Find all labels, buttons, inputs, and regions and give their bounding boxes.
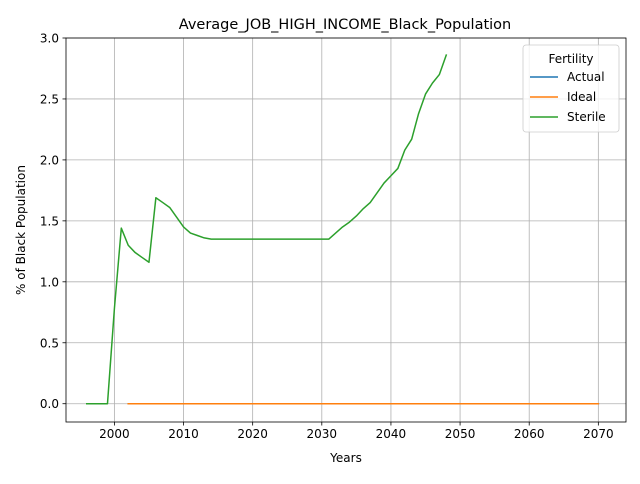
axis-ticks: 2000 2010 2020 2030 2040 2050 2060 2070 0.0 0.5 1.… <box>40 32 614 442</box>
x-tick-label: 2060 <box>514 427 545 441</box>
y-tick-label: 2.0 <box>40 153 59 167</box>
legend-title: Fertility <box>548 52 593 66</box>
x-tick-label: 2030 <box>307 427 338 441</box>
legend: Fertility Actual Ideal Sterile <box>522 44 620 133</box>
plot-frame <box>65 37 627 423</box>
legend-label-actual: Actual <box>567 70 605 84</box>
x-tick-label: 2000 <box>99 427 130 441</box>
y-tick-label: 3.0 <box>40 32 59 46</box>
x-tick-label: 2070 <box>583 427 614 441</box>
legend-label-sterile: Sterile <box>567 110 606 124</box>
x-tick-label: 2040 <box>376 427 407 441</box>
plot-series <box>85 54 600 405</box>
x-tick-label: 2020 <box>237 427 268 441</box>
x-axis-label: Years <box>329 451 362 465</box>
y-tick-label: 0.0 <box>40 397 59 411</box>
series-line-sterile <box>85 54 448 405</box>
chart-title: Average_JOB_HIGH_INCOME_Black_Population <box>179 17 512 33</box>
x-tick-label: 2050 <box>445 427 476 441</box>
y-tick-label: 0.5 <box>40 336 59 350</box>
y-tick-label: 1.0 <box>40 275 59 289</box>
y-tick-label: 2.5 <box>40 92 59 106</box>
y-axis-label: % of Black Population <box>14 165 28 295</box>
y-tick-label: 1.5 <box>40 214 59 228</box>
x-tick-label: 2010 <box>168 427 199 441</box>
legend-label-ideal: Ideal <box>567 90 596 104</box>
legend-box <box>522 44 620 133</box>
